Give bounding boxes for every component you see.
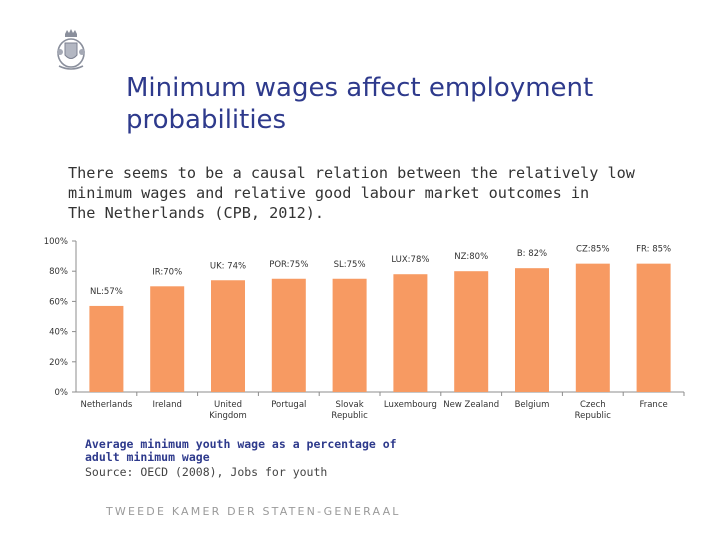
y-tick-label: 60% — [49, 297, 68, 307]
category-label: Slovak — [336, 400, 364, 410]
data-label: POR:75% — [269, 260, 308, 270]
bar — [332, 278, 367, 392]
bar — [393, 274, 428, 392]
category-label: Luxembourg — [384, 400, 437, 410]
data-label: NL:57% — [90, 287, 123, 297]
y-tick-label: 100% — [44, 237, 68, 247]
category-label: Netherlands — [80, 400, 132, 410]
data-label: CZ:85% — [576, 245, 610, 255]
category-label: France — [639, 400, 667, 410]
coat-of-arms-icon — [57, 29, 85, 70]
data-label: SL:75% — [334, 260, 366, 270]
category-label: Belgium — [515, 400, 550, 410]
data-label: NZ:80% — [454, 252, 488, 262]
category-label: Kingdom — [209, 411, 247, 421]
category-label: Czech — [580, 400, 606, 410]
y-tick-label: 80% — [49, 267, 68, 277]
caption-line: Average minimum youth wage as a percenta… — [85, 437, 397, 451]
y-tick-label: 20% — [49, 358, 68, 368]
data-label: B: 82% — [517, 249, 547, 259]
title-line: Minimum wages affect employment — [126, 73, 594, 103]
bar — [211, 280, 245, 392]
y-tick-label: 0% — [55, 388, 69, 398]
title-line: probabilities — [126, 105, 287, 135]
category-label: Republic — [331, 411, 368, 421]
bar — [271, 278, 306, 392]
data-label: LUX:78% — [391, 255, 429, 265]
intro-text: There seems to be a causal relation betw… — [68, 163, 708, 223]
intro-line: minimum wages and relative good labour m… — [68, 184, 590, 202]
category-label: Republic — [575, 411, 612, 421]
bar — [575, 263, 610, 392]
footer-text: TWEEDE KAMER DER STATEN-GENERAAL — [106, 505, 401, 518]
data-label: IR:70% — [152, 267, 182, 277]
intro-line: There seems to be a causal relation betw… — [68, 164, 635, 182]
category-label: Portugal — [271, 400, 306, 410]
category-label: New Zealand — [443, 400, 499, 410]
chart-caption: Average minimum youth wage as a percenta… — [85, 437, 465, 480]
bar — [515, 268, 549, 392]
bar — [89, 305, 124, 392]
bar — [150, 286, 185, 392]
bar — [636, 263, 671, 392]
category-label: Ireland — [152, 400, 181, 410]
data-label: UK: 74% — [210, 261, 246, 271]
bar-chart: 0% 20% 40% 60% 80% 100% NL:57% Netherlands IR:70… — [44, 237, 685, 421]
y-tick-label: 40% — [49, 328, 68, 338]
bar — [454, 271, 489, 392]
category-label: United — [214, 400, 242, 410]
page-title: Minimum wages affect employment probabil… — [126, 72, 686, 136]
data-label: FR: 85% — [636, 245, 671, 255]
caption-line: adult minimum wage — [85, 450, 210, 464]
intro-line: The Netherlands (CPB, 2012). — [68, 204, 325, 222]
caption-source: Source: OECD (2008), Jobs for youth — [85, 465, 328, 479]
